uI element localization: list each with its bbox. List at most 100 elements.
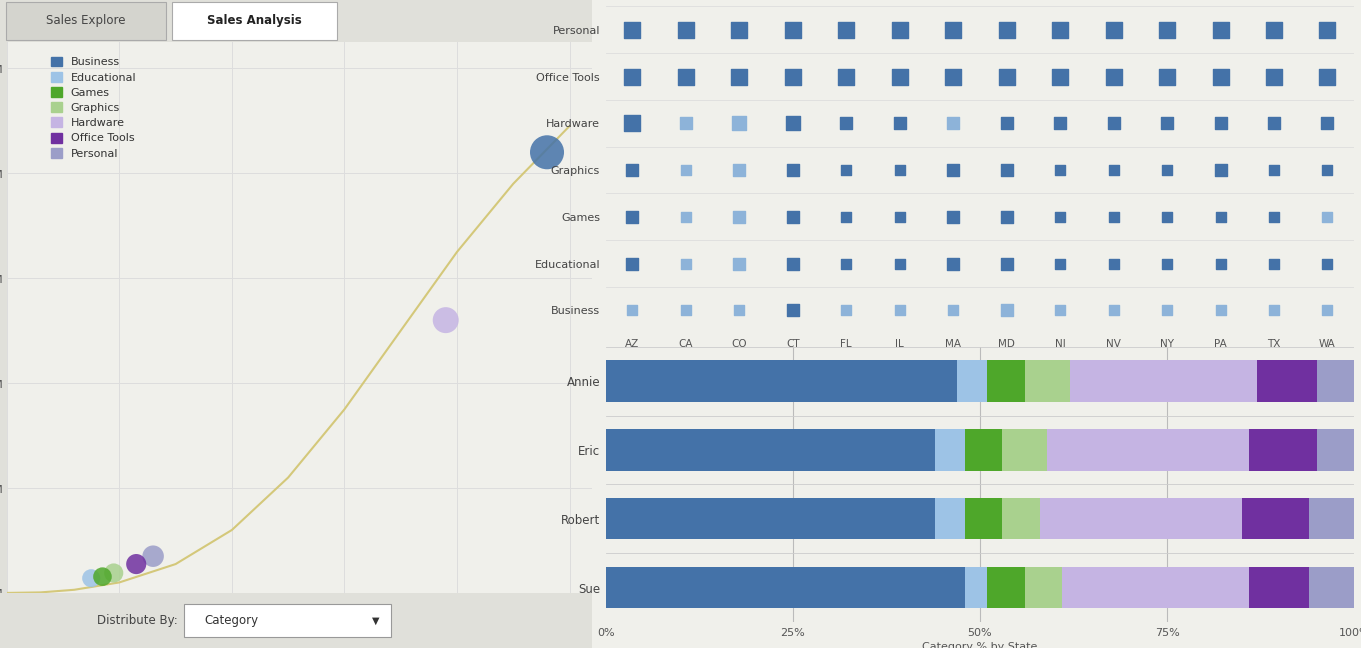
Bar bbox=[987, 567, 1025, 608]
Point bbox=[1102, 212, 1124, 222]
Bar bbox=[1002, 498, 1040, 539]
Point bbox=[1316, 305, 1338, 316]
Point bbox=[675, 305, 697, 316]
Bar bbox=[1309, 567, 1354, 608]
Bar bbox=[606, 360, 957, 402]
Point bbox=[675, 71, 697, 82]
Point bbox=[728, 118, 750, 128]
Point bbox=[1210, 71, 1232, 82]
Bar bbox=[1249, 430, 1317, 470]
Point bbox=[1155, 25, 1177, 35]
Point bbox=[1049, 118, 1071, 128]
Bar bbox=[935, 430, 965, 470]
Point bbox=[622, 305, 644, 316]
Point bbox=[1210, 259, 1232, 269]
Point bbox=[942, 305, 964, 316]
Point bbox=[889, 259, 911, 269]
Point bbox=[1210, 165, 1232, 176]
Bar bbox=[1316, 430, 1354, 470]
Text: ▼: ▼ bbox=[372, 616, 380, 625]
Point bbox=[996, 118, 1018, 128]
Point bbox=[889, 71, 911, 82]
Point bbox=[1155, 71, 1177, 82]
Point bbox=[1155, 212, 1177, 222]
Point bbox=[942, 25, 964, 35]
Bar bbox=[1241, 498, 1309, 539]
Point bbox=[622, 259, 644, 269]
Point bbox=[1049, 71, 1071, 82]
Legend: Business, Educational, Games, Graphics, Hardware, Office Tools, Personal: Business, Educational, Games, Graphics, … bbox=[48, 53, 140, 162]
Point bbox=[1155, 259, 1177, 269]
Point bbox=[622, 212, 644, 222]
Bar bbox=[606, 567, 965, 608]
Point bbox=[1155, 305, 1177, 316]
Point bbox=[622, 25, 644, 35]
Point bbox=[1316, 71, 1338, 82]
Point bbox=[728, 259, 750, 269]
Bar bbox=[965, 430, 1002, 470]
Point bbox=[942, 165, 964, 176]
Point bbox=[1102, 25, 1124, 35]
Point bbox=[436, 315, 457, 325]
Point bbox=[728, 305, 750, 316]
FancyBboxPatch shape bbox=[184, 604, 391, 637]
Point bbox=[781, 165, 803, 176]
Point bbox=[1210, 305, 1232, 316]
Point bbox=[942, 71, 964, 82]
Point bbox=[1049, 25, 1071, 35]
Bar bbox=[1002, 430, 1048, 470]
Point bbox=[836, 71, 857, 82]
Point bbox=[1155, 118, 1177, 128]
Point bbox=[1263, 118, 1285, 128]
Point bbox=[1155, 165, 1177, 176]
Bar bbox=[1025, 360, 1070, 402]
Point bbox=[536, 147, 558, 157]
Bar bbox=[1070, 360, 1258, 402]
Point bbox=[836, 25, 857, 35]
Point bbox=[1102, 71, 1124, 82]
Bar bbox=[1309, 498, 1354, 539]
Point bbox=[675, 259, 697, 269]
Point bbox=[1210, 118, 1232, 128]
Point bbox=[1316, 165, 1338, 176]
Point bbox=[889, 305, 911, 316]
Point bbox=[675, 165, 697, 176]
Point bbox=[80, 573, 102, 583]
Bar bbox=[965, 567, 987, 608]
Point bbox=[996, 25, 1018, 35]
Point bbox=[781, 118, 803, 128]
Point bbox=[622, 165, 644, 176]
Point bbox=[942, 259, 964, 269]
Bar bbox=[957, 360, 987, 402]
Point bbox=[675, 118, 697, 128]
Point bbox=[1049, 305, 1071, 316]
Text: Sales Analysis: Sales Analysis bbox=[207, 14, 302, 27]
Point bbox=[942, 212, 964, 222]
Bar bbox=[1040, 498, 1243, 539]
Bar bbox=[1062, 567, 1249, 608]
Bar bbox=[1025, 567, 1062, 608]
Point bbox=[781, 71, 803, 82]
Point bbox=[1049, 259, 1071, 269]
Bar bbox=[965, 498, 1002, 539]
FancyBboxPatch shape bbox=[171, 2, 338, 40]
Point bbox=[125, 559, 147, 569]
Point bbox=[1049, 212, 1071, 222]
Point bbox=[622, 118, 644, 128]
Point bbox=[728, 25, 750, 35]
Text: Category: Category bbox=[204, 614, 259, 627]
Bar bbox=[606, 498, 935, 539]
Point bbox=[1263, 212, 1285, 222]
Point bbox=[836, 165, 857, 176]
Point bbox=[996, 212, 1018, 222]
Point bbox=[1263, 25, 1285, 35]
FancyBboxPatch shape bbox=[5, 2, 166, 40]
Text: Sales Explore: Sales Explore bbox=[46, 14, 125, 27]
Point bbox=[1102, 305, 1124, 316]
Bar bbox=[987, 360, 1025, 402]
Text: Distribute By:: Distribute By: bbox=[97, 614, 177, 627]
Point bbox=[1316, 259, 1338, 269]
Point bbox=[836, 259, 857, 269]
Bar bbox=[1048, 430, 1249, 470]
Point bbox=[942, 118, 964, 128]
